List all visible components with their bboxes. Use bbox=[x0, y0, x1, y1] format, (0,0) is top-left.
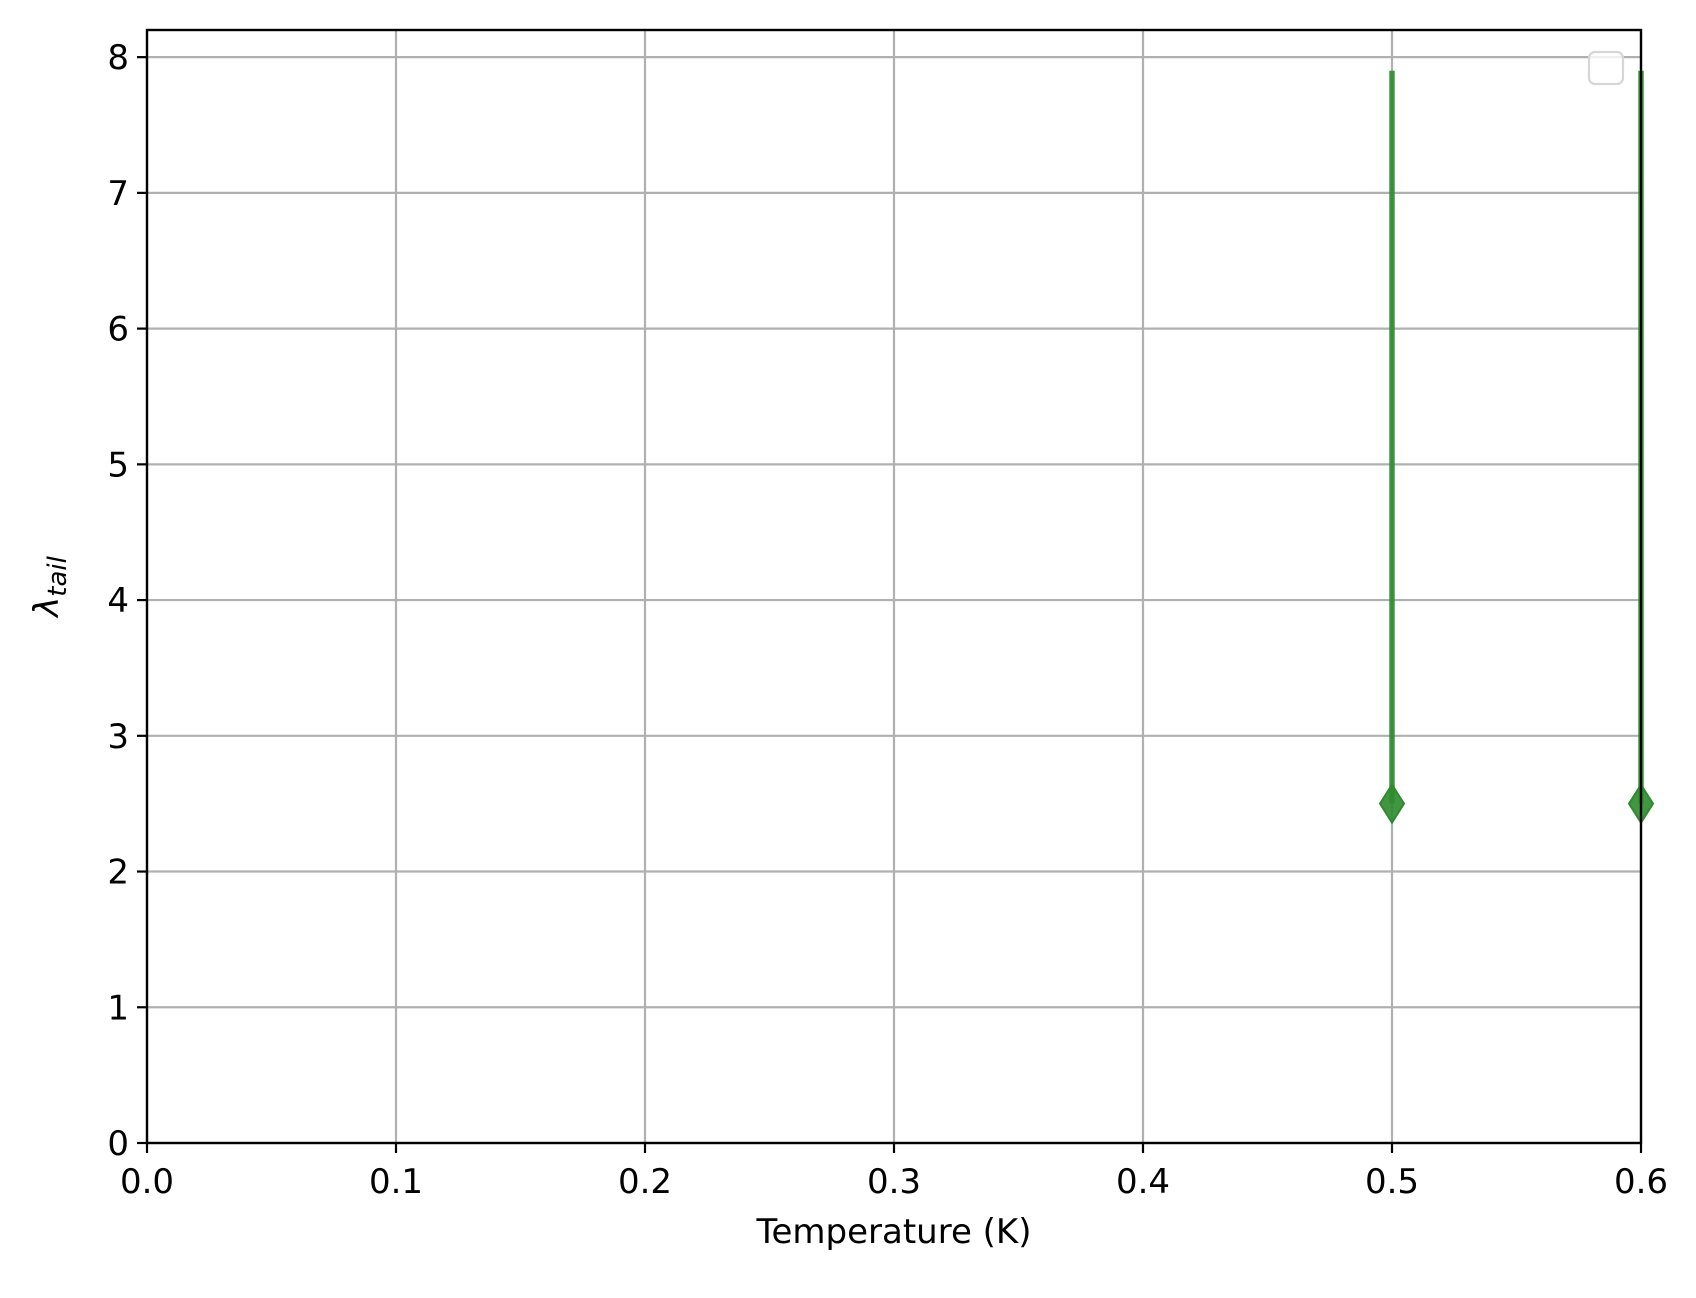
ticks bbox=[137, 56, 1643, 1153]
x-tick-label: 0.5 bbox=[1365, 1162, 1419, 1202]
y-tick-label: 1 bbox=[107, 988, 129, 1028]
y-tick-label: 6 bbox=[107, 310, 129, 350]
x-tick-label: 0.3 bbox=[867, 1162, 921, 1202]
y-tick-label: 3 bbox=[107, 717, 129, 757]
y-axis-label-main: λ bbox=[27, 597, 67, 619]
x-tick-label: 0.4 bbox=[1116, 1162, 1170, 1202]
x-tick-label: 0.6 bbox=[1614, 1162, 1668, 1202]
x-tick-label: 0.1 bbox=[369, 1162, 423, 1202]
plot-frame bbox=[145, 28, 1643, 1145]
tick-labels: 0.0 0.1 0.2 0.3 0.4 0.5 0.6 0 1 2 3 4 5 6 7 8 bbox=[107, 38, 1668, 1202]
x-tick-label: 0.2 bbox=[618, 1162, 672, 1202]
y-axis-label-subscript: tail bbox=[43, 555, 73, 596]
x-axis-label: Temperature (K) bbox=[755, 1212, 1031, 1252]
y-tick-label: 7 bbox=[107, 174, 129, 214]
y-tick-label: 2 bbox=[107, 853, 129, 893]
y-tick-label: 5 bbox=[107, 445, 129, 485]
legend bbox=[1587, 50, 1625, 86]
y-tick-label: 8 bbox=[107, 38, 129, 78]
y-tick-label: 4 bbox=[107, 581, 129, 621]
x-tick-label: 0.0 bbox=[120, 1162, 174, 1202]
legend-box bbox=[1587, 50, 1625, 86]
y-tick-label: 0 bbox=[107, 1124, 129, 1164]
data-point-diamond bbox=[1378, 782, 1406, 825]
y-axis-label: λtail bbox=[27, 555, 73, 618]
